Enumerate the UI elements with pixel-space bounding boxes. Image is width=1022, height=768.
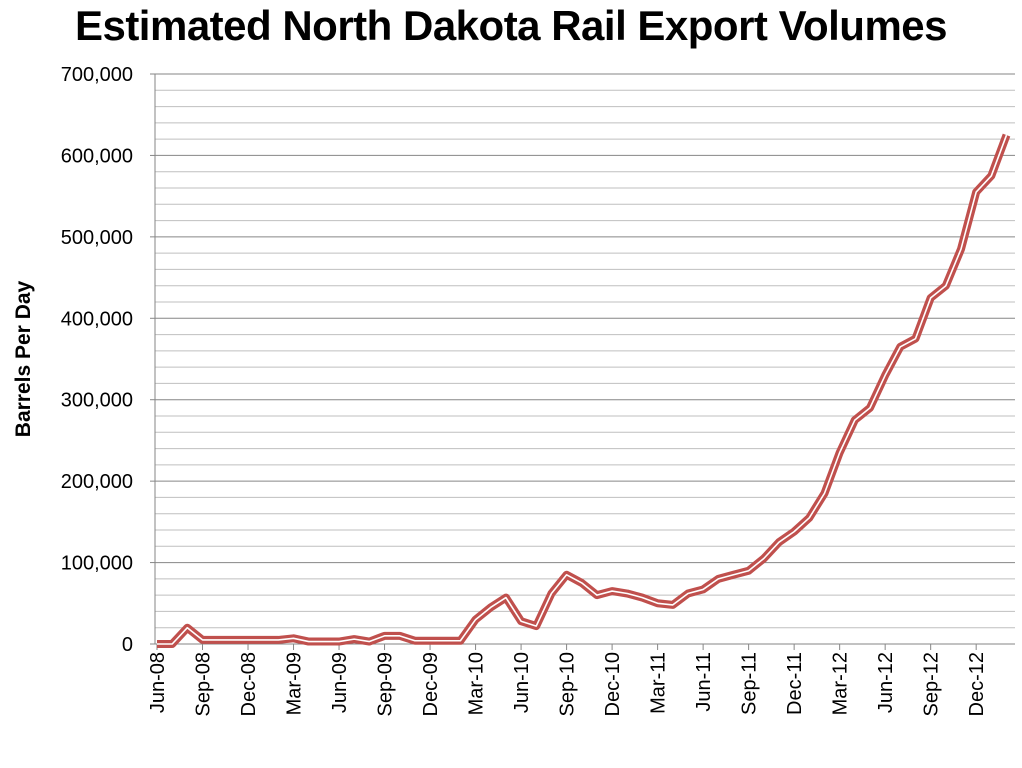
chart-title: Estimated North Dakota Rail Export Volum… xyxy=(74,2,948,49)
axes xyxy=(150,73,1015,650)
x-tick-label: Mar-09 xyxy=(284,652,306,715)
x-tick-label: Mar-10 xyxy=(466,652,488,715)
x-tick-label: Dec-09 xyxy=(420,652,442,716)
series-line-inner xyxy=(157,134,1008,645)
y-tick-label: 400,000 xyxy=(61,308,133,330)
gridlines xyxy=(155,73,1015,629)
x-tick-label: Jun-09 xyxy=(329,652,351,713)
x-tick-label: Sep-12 xyxy=(921,652,943,717)
x-tick-label: Jun-11 xyxy=(693,652,715,712)
x-tick-label: Jun-08 xyxy=(147,652,169,713)
tick-labels: 0 100,000 200,000 300,000 400,000 500,000 600,… xyxy=(61,64,988,717)
y-tick-label: 300,000 xyxy=(61,390,133,412)
x-tick-label: Jun-12 xyxy=(875,652,897,713)
y-tick-label: 0 xyxy=(122,634,133,656)
x-tick-label: Sep-11 xyxy=(739,652,761,715)
y-tick-label: 100,000 xyxy=(61,553,133,575)
x-tick-label: Dec-12 xyxy=(966,652,988,716)
y-tick-label: 700,000 xyxy=(61,64,133,86)
x-tick-label: Dec-10 xyxy=(602,652,624,716)
x-tick-label: Mar-12 xyxy=(830,652,852,715)
y-tick-label: 600,000 xyxy=(61,145,133,167)
x-tick-label: Dec-08 xyxy=(238,652,260,716)
x-tick-label: Mar-11 xyxy=(648,652,670,714)
x-tick-label: Jun-10 xyxy=(511,652,533,713)
series-line xyxy=(156,133,1011,648)
x-tick-label: Sep-08 xyxy=(193,652,215,717)
y-tick-label: 500,000 xyxy=(61,227,133,249)
y-axis-label: Barrels Per Day xyxy=(12,280,35,437)
y-tick-label: 200,000 xyxy=(61,471,133,493)
x-tick-label: Sep-09 xyxy=(375,652,397,717)
x-tick-label: Sep-10 xyxy=(557,652,579,717)
x-tick-label: Dec-11 xyxy=(784,652,806,715)
